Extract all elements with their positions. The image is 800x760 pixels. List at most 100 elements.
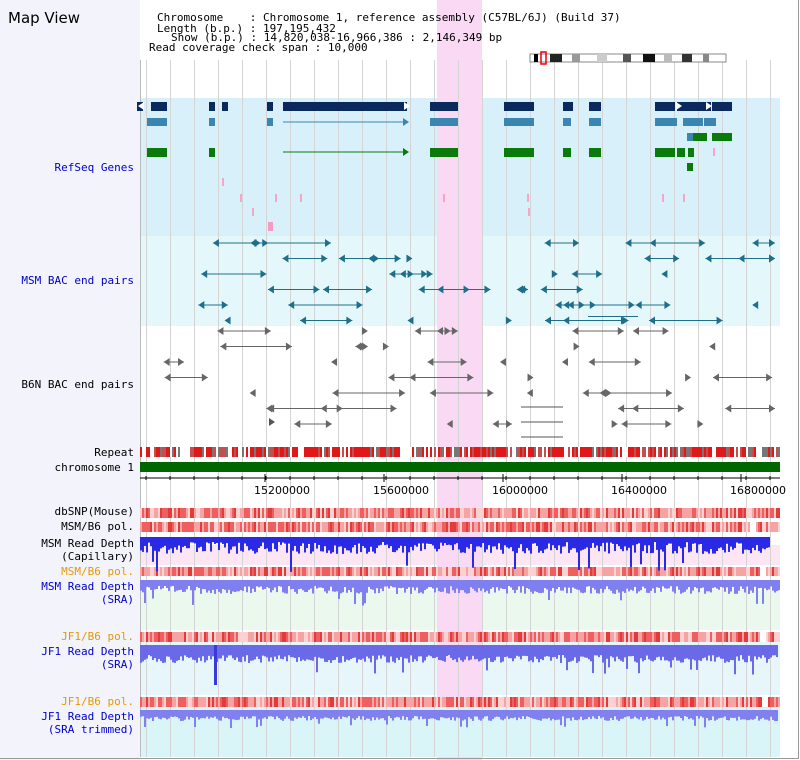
repeat-segment bbox=[626, 447, 628, 457]
b6n-bac-track-label[interactable]: B6N BAC end pairs bbox=[21, 378, 134, 391]
dbsnp-heat bbox=[524, 508, 526, 518]
msm-pol-track-label[interactable]: MSM/B6 pol. bbox=[61, 520, 134, 533]
gene-feature bbox=[677, 102, 711, 111]
msm-sra-depth bbox=[452, 580, 454, 591]
b6n-bac-arrow bbox=[355, 342, 362, 351]
jf1-pol2-track-label[interactable]: JF1/B6 pol. bbox=[61, 695, 134, 708]
msm-pol2-heat bbox=[164, 567, 166, 576]
jf1-trimmed-depth bbox=[646, 710, 648, 717]
jf1-pol-heat bbox=[380, 632, 382, 642]
jf1-pol-heat bbox=[234, 632, 236, 642]
msm-capillary-depth bbox=[564, 537, 566, 547]
repeat-segment bbox=[356, 447, 358, 457]
jf1-pol-heat bbox=[730, 632, 732, 642]
msm-pol-heat bbox=[434, 522, 436, 532]
dbsnp-heat bbox=[472, 508, 474, 518]
chromosome-track-label[interactable]: chromosome 1 bbox=[54, 461, 134, 474]
msm-sra-depth bbox=[460, 580, 462, 591]
msm-capillary-depth bbox=[352, 537, 354, 548]
jf1-read-depth-trimmed-label[interactable]: JF1 Read Depth (SRA trimmed) bbox=[41, 710, 134, 736]
msm-pol-heat bbox=[574, 522, 576, 532]
msm-capillary-depth bbox=[656, 537, 658, 550]
dbsnp-heat bbox=[772, 508, 774, 518]
msm-read-depth-capillary-label[interactable]: MSM Read Depth (Capillary) bbox=[41, 537, 134, 563]
jf1-pol-heat bbox=[696, 632, 698, 642]
jf1-pol-heat bbox=[330, 632, 332, 642]
jf1-pol2-heat bbox=[214, 697, 216, 707]
jf1-pol2-heat bbox=[174, 697, 176, 707]
msm-pol-heat bbox=[474, 522, 476, 532]
refseq-track-label[interactable]: RefSeq Genes bbox=[54, 161, 134, 174]
msm-capillary-depth bbox=[418, 537, 420, 544]
b6n-bac-arrow bbox=[662, 327, 669, 335]
repeat-segment bbox=[214, 447, 216, 457]
repeat-segment bbox=[758, 447, 760, 457]
msm-capillary-depth bbox=[738, 537, 740, 544]
jf1-pol-heat bbox=[404, 632, 406, 642]
msm-pol-heat bbox=[406, 522, 408, 532]
jf1-pol-heat bbox=[398, 632, 400, 642]
msm-pol-heat bbox=[144, 522, 146, 532]
jf1-trimmed-depth bbox=[680, 710, 682, 719]
dbsnp-heat bbox=[724, 508, 726, 518]
repeat-track-label[interactable]: Repeat bbox=[94, 446, 134, 459]
msm-capillary-depth bbox=[392, 537, 394, 553]
msm-pol2-track-label[interactable]: MSM/B6 pol. bbox=[61, 565, 134, 578]
jf1-trimmed-depth bbox=[400, 710, 402, 720]
repeat-segment bbox=[388, 447, 390, 457]
msm-capillary-depth bbox=[300, 537, 302, 546]
jf1-pol2-heat bbox=[486, 697, 488, 707]
jf1-pol-heat bbox=[690, 632, 692, 642]
jf1-sra-depth bbox=[190, 645, 192, 658]
jf1-pol-heat bbox=[714, 632, 716, 642]
dbsnp-heat bbox=[742, 508, 744, 518]
repeat-segment bbox=[654, 447, 656, 457]
msm-read-depth-sra-label[interactable]: MSM Read Depth (SRA) bbox=[41, 580, 134, 606]
jf1-read-depth-sra-label[interactable]: JF1 Read Depth (SRA) bbox=[41, 645, 134, 671]
msm-pol-heat bbox=[634, 522, 636, 532]
jf1-pol-heat bbox=[436, 632, 438, 642]
jf1-pol-heat bbox=[378, 632, 380, 642]
dbsnp-heat bbox=[584, 508, 586, 518]
jf1-trimmed-depth bbox=[628, 710, 630, 717]
msm-bac-track-label[interactable]: MSM BAC end pairs bbox=[21, 274, 134, 287]
dbsnp-heat bbox=[374, 508, 376, 518]
msm-capillary-depth bbox=[492, 537, 494, 547]
jf1-trimmed-depth bbox=[214, 710, 216, 717]
jf1-pol2-heat bbox=[406, 697, 408, 707]
dbsnp-heat bbox=[420, 508, 422, 518]
msm-pol2-heat bbox=[626, 567, 628, 576]
jf1-trimmed-depth bbox=[244, 710, 246, 720]
jf1-pol-track-label[interactable]: JF1/B6 pol. bbox=[61, 630, 134, 643]
dbsnp-heat bbox=[656, 508, 658, 518]
msm-pol-heat bbox=[156, 522, 158, 532]
jf1-sra-depth bbox=[662, 645, 664, 657]
jf1-trimmed-depth bbox=[142, 710, 144, 717]
jf1-sra-depth bbox=[642, 645, 644, 662]
msm-sra-depth bbox=[564, 580, 566, 588]
msm-sra-depth bbox=[344, 580, 346, 588]
repeat-segment bbox=[696, 447, 698, 457]
jf1-pol-heat bbox=[636, 632, 638, 642]
msm-bac-arrow bbox=[649, 316, 656, 325]
jf1-pol-heat bbox=[552, 632, 554, 642]
jf1-trimmed-depth bbox=[276, 710, 278, 717]
dbsnp-heat bbox=[356, 508, 358, 518]
jf1-trimmed-depth bbox=[208, 710, 210, 719]
snp-mark bbox=[662, 194, 664, 202]
msm-pol-heat bbox=[642, 522, 644, 532]
jf1-sra-depth bbox=[226, 645, 228, 658]
jf1-sra-depth bbox=[504, 645, 506, 658]
msm-pol2-heat bbox=[332, 567, 334, 576]
msm-pol-heat bbox=[174, 522, 176, 532]
repeat-segment bbox=[740, 447, 742, 457]
msm-capillary-depth bbox=[526, 537, 528, 549]
gene-feature bbox=[151, 102, 167, 111]
dbsnp-track-label[interactable]: dbSNP(Mouse) bbox=[54, 505, 134, 518]
dbsnp-heat bbox=[172, 508, 174, 518]
dbsnp-heat bbox=[258, 508, 260, 518]
msm-pol-heat bbox=[436, 522, 438, 532]
msm-pol-heat bbox=[518, 522, 520, 532]
jf1-pol2-heat bbox=[324, 697, 326, 707]
msm-capillary-depth bbox=[240, 537, 242, 551]
